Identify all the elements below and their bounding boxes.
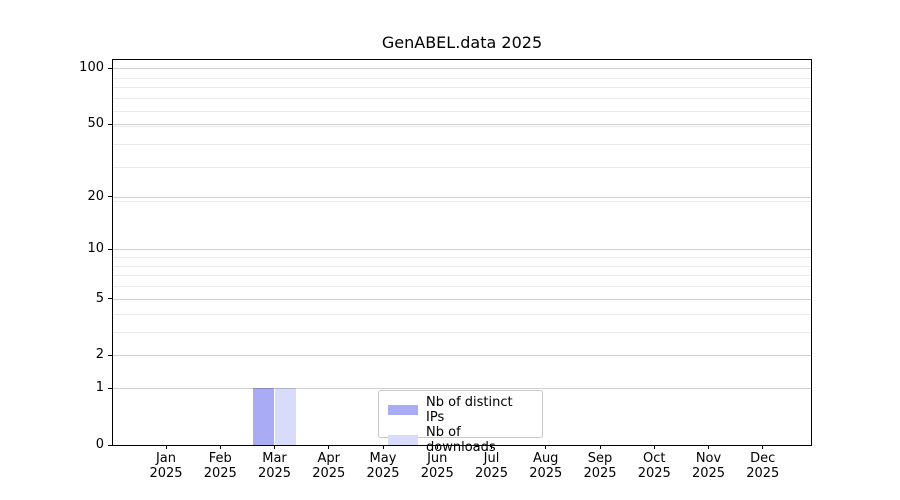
x-tick-label: Oct 2025 (624, 451, 684, 481)
y-tick (108, 298, 112, 300)
y-tick-label: 1 (95, 380, 104, 396)
x-tick-label: Sep 2025 (570, 451, 630, 481)
y-tick (108, 387, 112, 389)
legend: Nb of distinct IPs Nb of downloads (378, 390, 543, 455)
gridline-minor (113, 87, 811, 89)
x-tick (219, 445, 221, 449)
gridline-minor (113, 313, 811, 315)
y-tick (108, 196, 112, 198)
x-tick (653, 445, 655, 449)
x-tick-label: Nov 2025 (679, 451, 739, 481)
bar-distinct-ips (252, 388, 275, 445)
x-tick-label-year: 2025 (366, 466, 400, 481)
legend-swatch (388, 435, 418, 445)
x-tick-label: Feb 2025 (190, 451, 250, 481)
legend-item: Nb of distinct IPs (388, 395, 533, 425)
x-tick (491, 445, 492, 449)
y-tick-label: 10 (87, 241, 104, 257)
gridline-minor (113, 275, 811, 277)
x-tick-label: May 2025 (353, 451, 413, 481)
x-tick-label-year: 2025 (420, 466, 454, 481)
x-tick-label-year: 2025 (529, 466, 563, 481)
y-tick-label: 2 (95, 347, 104, 363)
x-tick-label-month: Oct (643, 451, 666, 466)
y-tick-label: 5 (95, 290, 104, 306)
gridline-minor (113, 257, 811, 259)
x-tick-label-month: Feb (208, 451, 232, 466)
bar-downloads (274, 388, 297, 445)
x-tick-label: Jan 2025 (136, 451, 196, 481)
gridline-major (113, 298, 811, 300)
gridline-minor (113, 110, 811, 112)
x-tick-label-month: Aug (533, 451, 559, 466)
gridline-major (113, 124, 811, 126)
x-tick-label: Mar 2025 (245, 451, 305, 481)
x-tick (274, 445, 275, 449)
gridline-minor (113, 125, 811, 127)
x-tick-label-year: 2025 (746, 466, 780, 481)
x-tick-label-year: 2025 (203, 466, 237, 481)
x-tick-label-month: Jul (483, 451, 500, 466)
gridline-major (113, 388, 811, 390)
y-tick (108, 444, 112, 446)
x-tick-label-month: May (369, 451, 397, 466)
x-tick-label-year: 2025 (257, 466, 292, 481)
x-tick-label-month: Apr (317, 451, 341, 466)
gridline-minor (113, 200, 811, 202)
gridline-minor (113, 98, 811, 100)
x-tick-label-year: 2025 (149, 466, 183, 481)
x-tick-label-month: Jan (155, 451, 177, 466)
x-tick-label-month: Sep (587, 451, 613, 466)
x-tick (708, 445, 709, 449)
gridline-minor (113, 77, 811, 79)
x-tick-label-month: Jun (427, 451, 448, 466)
legend-label: Nb of distinct IPs (426, 395, 513, 425)
y-tick (108, 354, 112, 356)
gridline-major (113, 355, 811, 357)
y-tick-label: 100 (79, 60, 104, 76)
gridline-major (113, 196, 811, 198)
gridline-major (113, 68, 811, 70)
x-tick-label-month: Dec (750, 451, 776, 466)
y-tick (108, 123, 112, 125)
x-tick-label-year: 2025 (637, 466, 671, 481)
x-tick-label-month: Nov (695, 451, 722, 466)
y-tick-label: 50 (87, 116, 104, 132)
x-tick-label: Dec 2025 (733, 451, 793, 481)
x-tick-label-month: Mar (262, 451, 287, 466)
gridline-minor (113, 265, 811, 267)
gridline-minor (113, 286, 811, 288)
gridline-major (113, 249, 811, 251)
x-tick (599, 445, 601, 449)
y-tick (108, 67, 112, 69)
x-tick-label-year: 2025 (583, 466, 617, 481)
gridline-minor (113, 331, 811, 333)
chart-title: GenABEL.data 2025 (381, 33, 543, 52)
gridline-minor (113, 144, 811, 145)
x-tick (165, 445, 167, 449)
x-tick (762, 445, 764, 449)
x-tick-label: Jun 2025 (407, 451, 467, 481)
x-tick-label-year: 2025 (312, 466, 346, 481)
legend-label: Nb of downloads (426, 425, 496, 455)
x-tick (545, 445, 547, 449)
legend-swatch (388, 405, 418, 415)
x-tick (328, 445, 330, 449)
y-tick-label: 0 (95, 437, 104, 452)
x-tick-label: Apr 2025 (299, 451, 359, 481)
x-tick-label: Jul 2025 (462, 451, 522, 481)
x-tick (382, 445, 384, 449)
y-tick-label: 20 (87, 188, 104, 204)
plot-area (113, 60, 811, 445)
x-tick-label: Aug 2025 (516, 451, 576, 481)
gridline-minor (113, 167, 811, 169)
x-tick-label-year: 2025 (474, 466, 509, 481)
x-tick-label-year: 2025 (691, 466, 726, 481)
legend-item: Nb of downloads (388, 425, 533, 455)
x-tick (436, 445, 438, 449)
y-tick (108, 248, 112, 250)
